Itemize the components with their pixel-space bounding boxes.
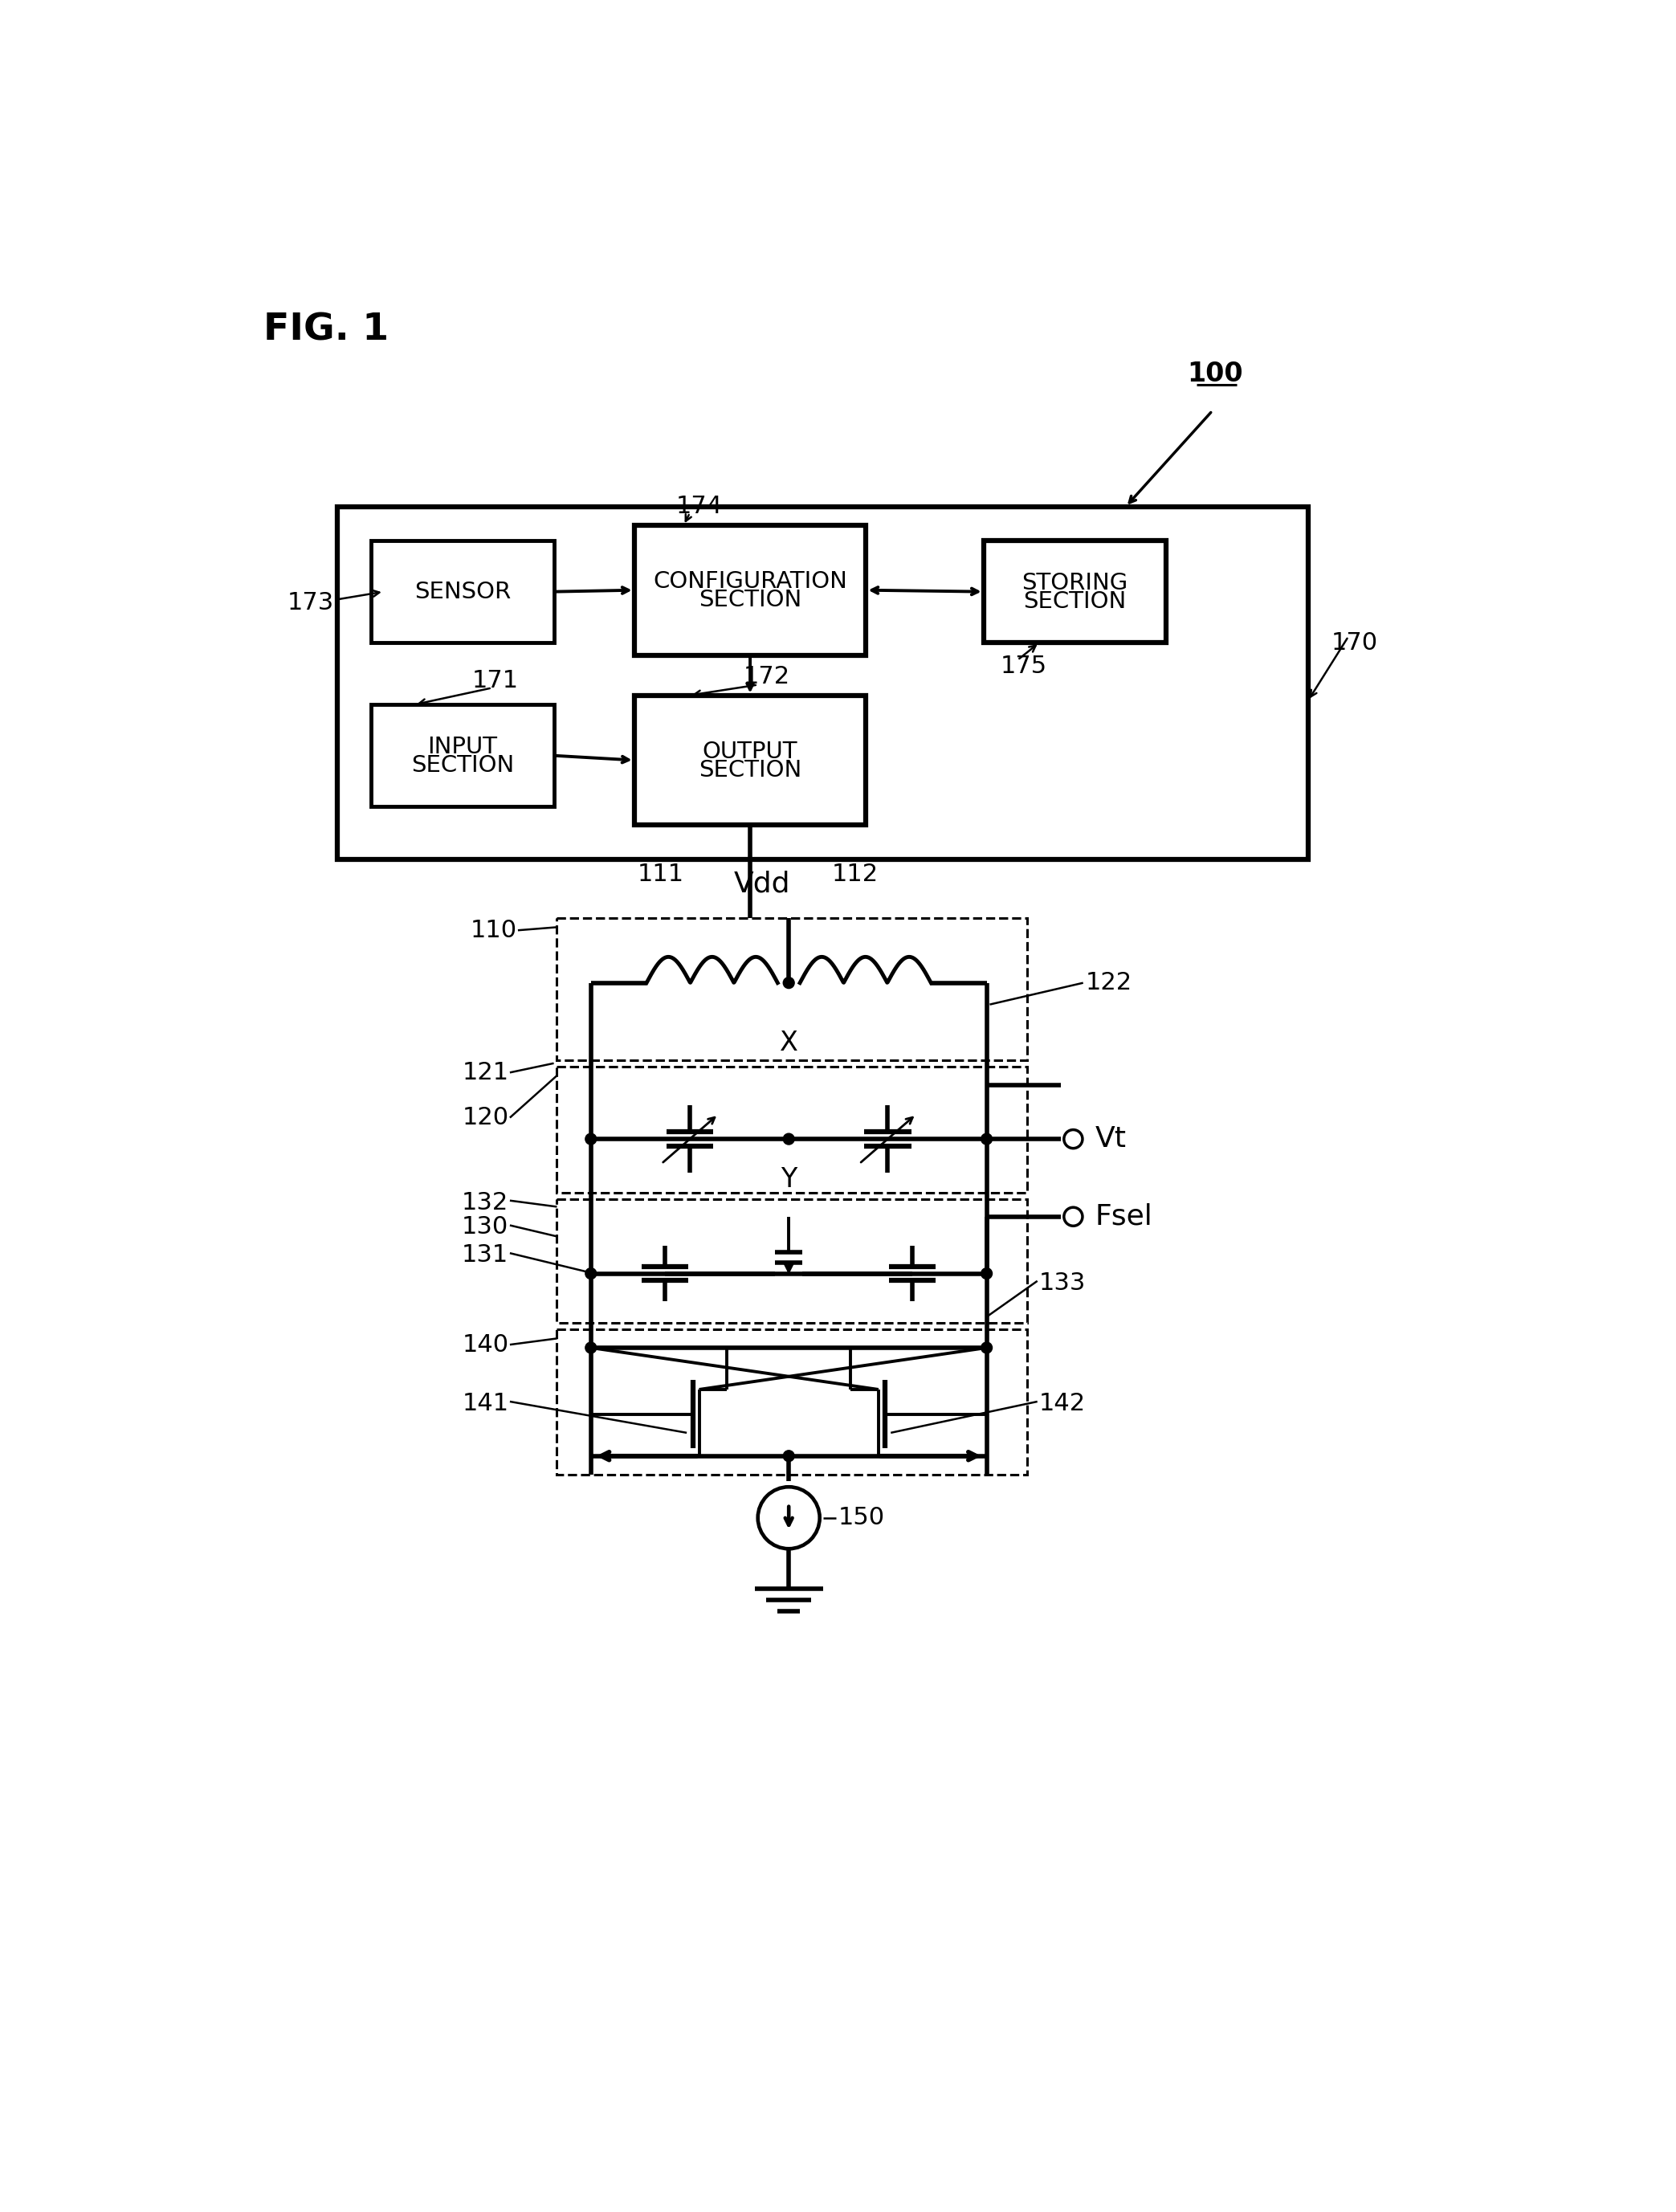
Text: 175: 175 bbox=[1001, 655, 1048, 677]
Text: STORING: STORING bbox=[1022, 571, 1128, 595]
Text: 171: 171 bbox=[471, 670, 518, 692]
Text: 110: 110 bbox=[469, 918, 516, 942]
Text: 141: 141 bbox=[463, 1391, 508, 1416]
Text: 140: 140 bbox=[463, 1334, 508, 1356]
Text: CONFIGURATION: CONFIGURATION bbox=[654, 571, 848, 593]
Bar bbox=[556, 1199, 1027, 1323]
Circle shape bbox=[783, 978, 794, 989]
Text: FIG. 1: FIG. 1 bbox=[263, 312, 389, 347]
Circle shape bbox=[585, 1267, 597, 1279]
Text: SECTION: SECTION bbox=[699, 588, 801, 611]
Text: 172: 172 bbox=[744, 666, 791, 688]
Circle shape bbox=[980, 1343, 992, 1354]
Text: OUTPUT: OUTPUT bbox=[702, 741, 798, 763]
Text: SECTION: SECTION bbox=[411, 754, 515, 776]
Text: 120: 120 bbox=[463, 1106, 508, 1130]
Text: 111: 111 bbox=[637, 863, 684, 887]
Text: 142: 142 bbox=[1039, 1391, 1086, 1416]
Text: INPUT: INPUT bbox=[427, 737, 498, 759]
Text: 122: 122 bbox=[1086, 971, 1133, 995]
Text: 150: 150 bbox=[838, 1506, 885, 1528]
Text: 174: 174 bbox=[675, 495, 722, 518]
Bar bbox=[372, 706, 553, 807]
Text: SECTION: SECTION bbox=[699, 759, 801, 781]
Text: 170: 170 bbox=[1331, 630, 1378, 655]
Text: 131: 131 bbox=[463, 1243, 508, 1267]
Bar bbox=[337, 507, 1309, 858]
Text: Vt: Vt bbox=[1094, 1126, 1126, 1152]
Bar bbox=[556, 1066, 1027, 1192]
Text: Y: Y bbox=[781, 1166, 796, 1192]
Text: 112: 112 bbox=[831, 863, 878, 887]
Text: Vdd: Vdd bbox=[734, 869, 791, 898]
Bar bbox=[556, 1329, 1027, 1475]
Text: 130: 130 bbox=[463, 1217, 508, 1239]
Circle shape bbox=[980, 1133, 992, 1144]
Text: 133: 133 bbox=[1039, 1272, 1086, 1294]
Circle shape bbox=[980, 1267, 992, 1279]
Text: SECTION: SECTION bbox=[1024, 591, 1126, 613]
Bar bbox=[634, 695, 866, 825]
Text: 121: 121 bbox=[463, 1062, 508, 1084]
Text: SENSOR: SENSOR bbox=[414, 580, 511, 604]
Text: Fsel: Fsel bbox=[1094, 1203, 1153, 1230]
Text: X: X bbox=[779, 1029, 798, 1055]
Bar bbox=[372, 540, 553, 644]
Circle shape bbox=[783, 1133, 794, 1144]
Bar bbox=[634, 524, 866, 655]
Bar bbox=[984, 540, 1166, 644]
Text: 173: 173 bbox=[288, 591, 334, 615]
Circle shape bbox=[585, 1133, 597, 1144]
Text: 100: 100 bbox=[1188, 361, 1244, 387]
Bar bbox=[556, 918, 1027, 1060]
Circle shape bbox=[783, 1451, 794, 1462]
Text: 132: 132 bbox=[463, 1190, 508, 1214]
Circle shape bbox=[585, 1343, 597, 1354]
